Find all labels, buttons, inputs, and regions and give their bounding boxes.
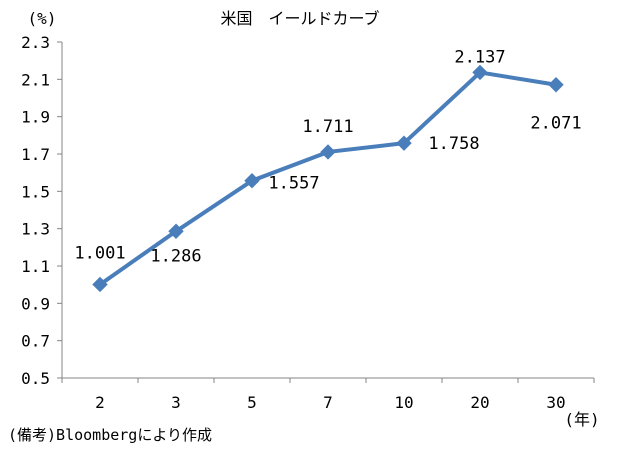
x-tick-label: 20 <box>470 393 489 412</box>
data-point-marker <box>548 77 564 93</box>
data-point-marker <box>168 223 184 239</box>
data-label: 1.286 <box>150 246 201 266</box>
y-tick-label: 2.1 <box>21 70 50 89</box>
source-note: (備考)Bloombergにより作成 <box>8 426 212 444</box>
x-tick-label: 3 <box>171 393 181 412</box>
x-tick-label: 10 <box>394 393 413 412</box>
y-tick-label: 0.5 <box>21 369 50 388</box>
chart-title: 米国 イールドカーブ <box>220 9 379 28</box>
data-point-marker <box>244 172 260 189</box>
y-tick-label: 1.9 <box>21 108 50 127</box>
x-axis: 2 3 5 7 10 20 30 <box>61 377 595 412</box>
y-unit-label: (%) <box>28 9 57 28</box>
y-tick-label: 0.7 <box>21 332 50 351</box>
data-label: 1.758 <box>428 134 479 154</box>
data-label: 2.137 <box>454 47 505 67</box>
y-tick-label: 1.3 <box>21 220 50 239</box>
data-point-marker <box>92 276 108 293</box>
data-label: 1.001 <box>74 243 125 263</box>
data-label: 1.711 <box>302 117 353 137</box>
x-tick-label: 7 <box>323 393 333 412</box>
x-tick-label: 5 <box>247 393 257 412</box>
x-tick-label: 30 <box>546 393 565 412</box>
data-point-marker <box>396 135 412 151</box>
x-unit-label: (年) <box>564 410 599 429</box>
y-tick-label: 1.5 <box>21 182 50 201</box>
data-label: 1.557 <box>268 174 319 194</box>
y-tick-label: 2.3 <box>21 33 50 52</box>
y-tick-label: 1.1 <box>21 257 50 276</box>
y-axis: 2.3 2.1 1.9 1.7 1.5 1.3 1.1 0.9 0.7 0.5 <box>21 33 63 388</box>
data-point-marker <box>320 144 336 160</box>
data-label: 2.071 <box>530 114 581 134</box>
x-tick-label: 2 <box>95 393 105 412</box>
plot-area: 1.001 1.286 1.557 1.711 1.758 2.137 2.071 <box>74 47 582 293</box>
y-tick-label: 1.7 <box>21 145 50 164</box>
y-tick-label: 0.9 <box>21 294 50 313</box>
data-point-marker <box>472 64 488 81</box>
